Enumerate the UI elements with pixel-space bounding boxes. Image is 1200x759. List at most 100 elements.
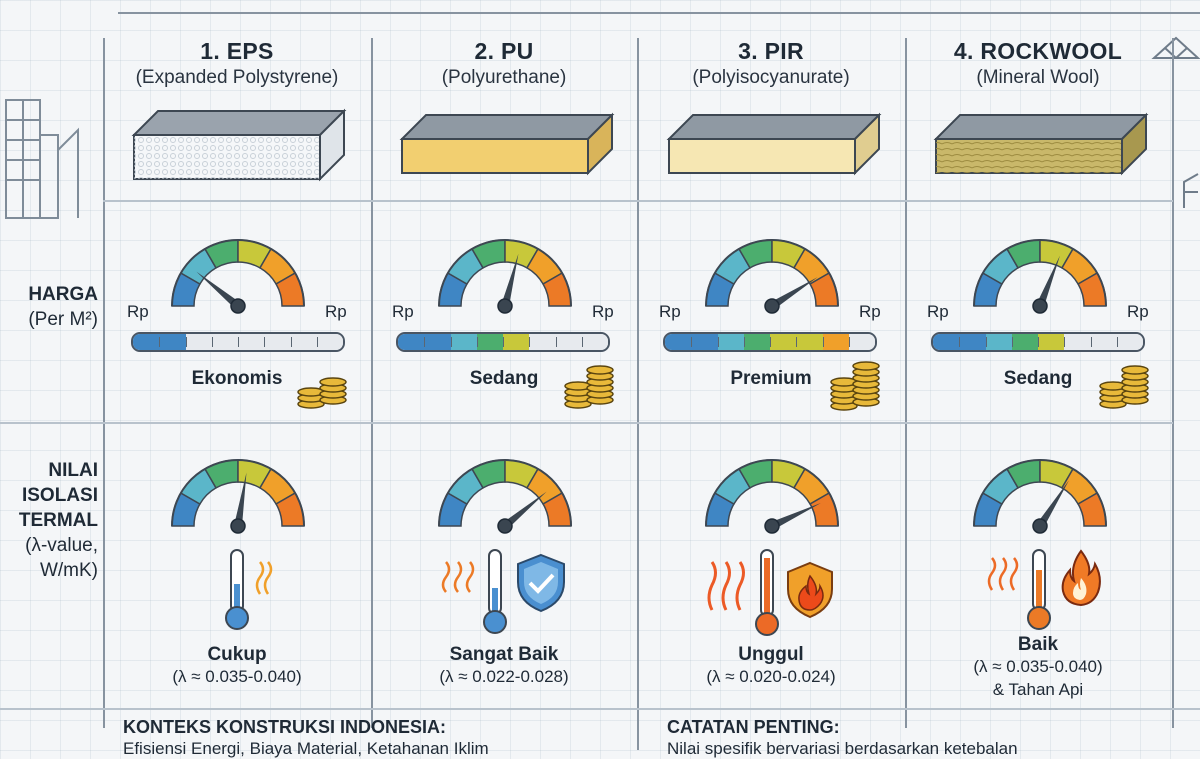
bar-segment	[848, 334, 875, 350]
footer-divider	[637, 720, 639, 750]
column-subtitle: (Polyurethane)	[441, 67, 567, 88]
gauge-needle	[770, 503, 821, 530]
lambda-value-label: (λ ≈ 0.020-0.024)	[706, 667, 836, 686]
bar-tick	[159, 337, 161, 347]
thermometer-cool-icon	[483, 549, 507, 634]
column-divider	[371, 38, 373, 728]
bar-segment	[985, 334, 1012, 350]
rp-high-label: Rp	[1127, 302, 1149, 321]
footer-left-title: KONTEKS KONSTRUKSI INDONESIA:	[123, 717, 447, 737]
bar-tick	[691, 337, 693, 347]
gauge-hub	[230, 298, 246, 314]
bar-segment	[822, 334, 849, 350]
bar-tick	[985, 337, 987, 347]
bar-segment	[1116, 334, 1143, 350]
bar-segment	[691, 334, 718, 350]
price-gauge	[438, 239, 572, 314]
gauge-needle	[501, 253, 519, 307]
eps-panel-illustration	[131, 108, 347, 182]
thermometer-cool-icon	[225, 549, 249, 630]
gauge-needle	[502, 491, 547, 530]
bar-tick	[796, 337, 798, 347]
heat-waves-icon	[255, 561, 273, 595]
price-scale-bar	[663, 332, 877, 352]
gauge-needle	[769, 277, 818, 310]
bar-segment	[1064, 334, 1091, 350]
rp-low-label: Rp	[659, 302, 681, 321]
bar-tick	[476, 337, 478, 347]
bar-tick	[1038, 337, 1039, 347]
gauge-outline	[171, 459, 305, 527]
column-subtitle: (Mineral Wool)	[976, 67, 1100, 88]
bar-segment	[398, 334, 425, 350]
bar-segment	[424, 334, 451, 350]
lambda-value-label: (λ ≈ 0.022-0.028)	[439, 667, 569, 686]
bar-tick	[264, 337, 266, 347]
rp-high-label: Rp	[859, 302, 881, 321]
bar-tick	[185, 337, 187, 347]
bar-segment	[770, 334, 797, 350]
bar-tick	[555, 337, 557, 347]
price-scale-bar	[131, 332, 345, 352]
gauge-needle	[234, 472, 247, 527]
gauge-outline	[973, 459, 1107, 527]
gauge-hub	[497, 518, 513, 534]
bar-segment	[1090, 334, 1117, 350]
footer-left-text: Efisiensi Energi, Biaya Material, Ketaha…	[123, 739, 489, 758]
bar-tick	[503, 337, 504, 347]
price-level-label: Premium	[730, 368, 812, 389]
bar-tick	[450, 337, 452, 347]
column-divider	[637, 38, 639, 728]
gauge-outline	[438, 459, 572, 527]
bar-segment	[555, 334, 582, 350]
thermal-rating-label: Sangat Baik	[449, 644, 559, 665]
bar-tick	[238, 337, 239, 347]
building-icon	[5, 99, 79, 219]
price-gauge	[973, 239, 1107, 314]
row-divider	[0, 708, 1200, 710]
column-title: 1. EPS	[200, 38, 274, 64]
column-title: 2. PU	[474, 38, 534, 64]
rockwool-panel-illustration	[933, 112, 1149, 176]
bar-tick	[770, 337, 771, 347]
bar-segment	[238, 334, 265, 350]
coin-stack-icon	[1099, 365, 1149, 409]
heat-waves-icon	[987, 557, 1019, 591]
lambda-value-label: (λ ≈ 0.035-0.040)	[172, 667, 302, 686]
bar-segment	[211, 334, 238, 350]
row-divider	[103, 200, 1173, 202]
bar-segment	[1038, 334, 1065, 350]
bar-segment	[796, 334, 823, 350]
bar-segment	[529, 334, 556, 350]
fire-icon	[1061, 549, 1101, 607]
bar-tick	[743, 337, 745, 347]
footer-right-title: CATATAN PENTING:	[667, 717, 840, 737]
bar-tick	[211, 337, 213, 347]
pu-panel-illustration	[399, 112, 615, 176]
bar-segment	[743, 334, 770, 350]
bar-segment	[933, 334, 960, 350]
thermal-rating-label: Baik	[1017, 634, 1059, 655]
thermometer-hot-icon	[755, 549, 779, 636]
rp-high-label: Rp	[592, 302, 614, 321]
gauge-hub	[1032, 518, 1048, 534]
gauge-outline	[973, 239, 1107, 307]
footer-right-text: Nilai spesifik bervariasi berdasarkan ke…	[667, 739, 1018, 758]
thermometer-warm-icon	[1027, 549, 1051, 630]
coin-stack-icon	[830, 361, 880, 411]
bar-segment	[581, 334, 608, 350]
gauge-hub	[764, 518, 780, 534]
thermal-gauge	[438, 459, 572, 534]
gauge-outline	[705, 459, 839, 527]
heat-waves-icon	[707, 561, 745, 611]
bar-tick	[1090, 337, 1092, 347]
thermal-rating-label: Cukup	[207, 644, 267, 665]
column-subtitle: (Expanded Polystyrene)	[135, 67, 339, 88]
column-divider	[103, 38, 105, 728]
bar-tick	[1116, 337, 1118, 347]
bar-tick	[529, 337, 531, 347]
gauge-outline	[438, 239, 572, 307]
rp-low-label: Rp	[127, 302, 149, 321]
gauge-needle	[196, 271, 241, 310]
gauge-hub	[497, 298, 513, 314]
